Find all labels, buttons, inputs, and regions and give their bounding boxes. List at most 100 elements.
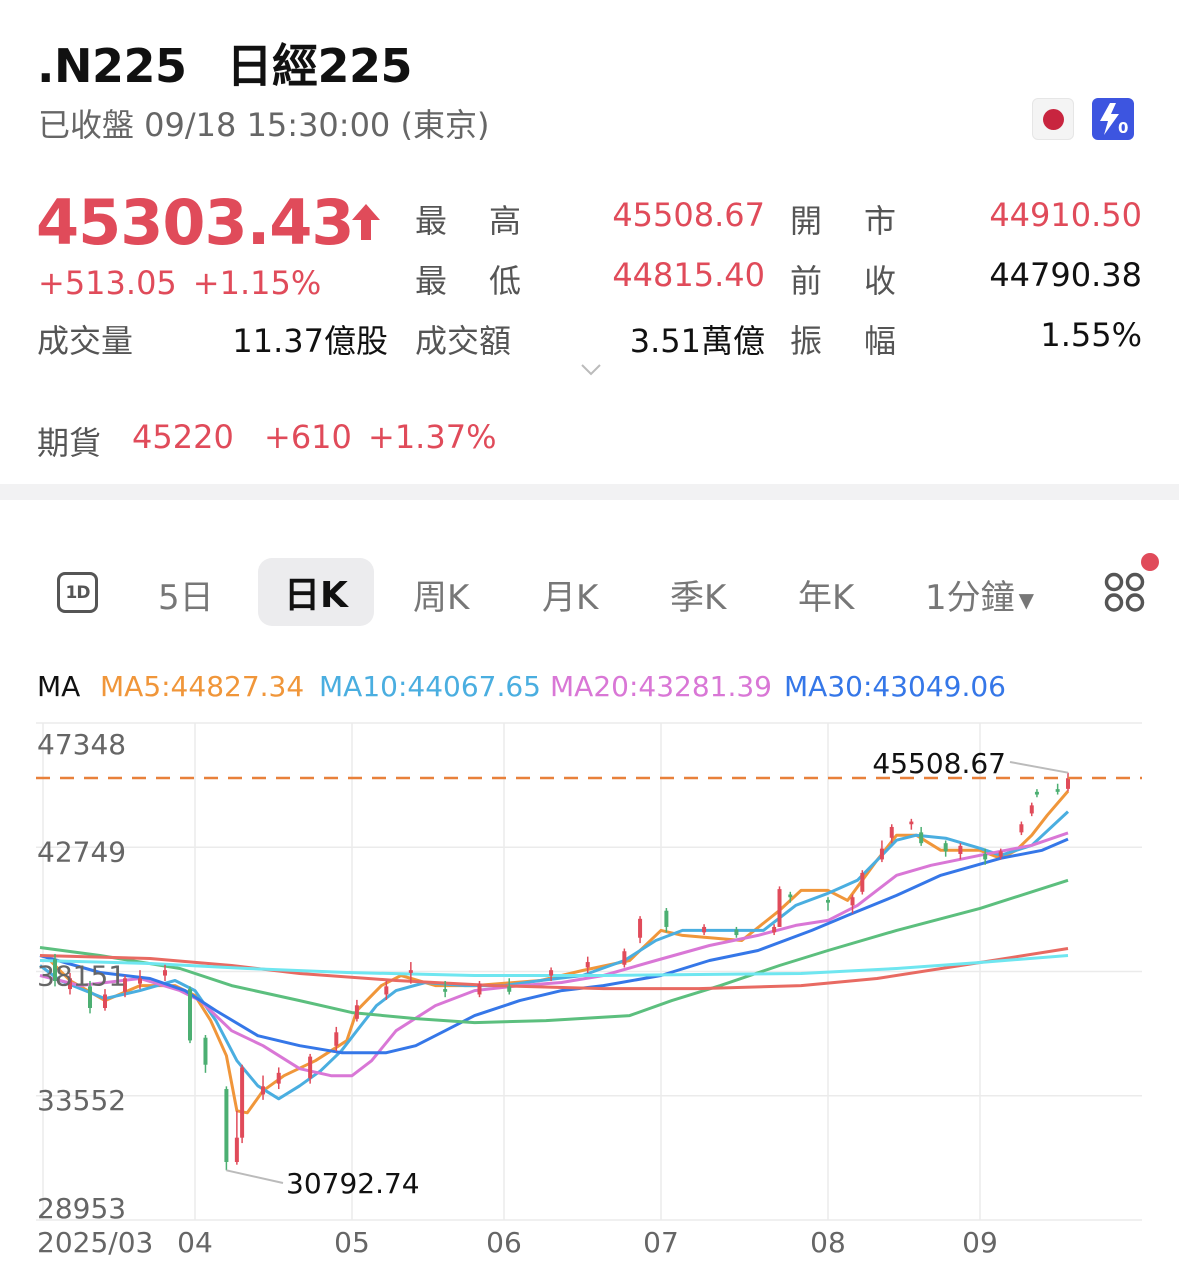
ma20-line: [39, 831, 1069, 1078]
candle-body: [772, 926, 777, 933]
prev-close-value: 44790.38: [989, 256, 1142, 294]
chart-settings-grid-icon[interactable]: [1104, 572, 1146, 618]
candle-body: [507, 986, 512, 992]
high-leader-line: [1009, 761, 1069, 774]
candle-body: [477, 983, 482, 995]
notification-dot: [1141, 553, 1159, 571]
change-value: +513.05: [38, 264, 177, 302]
turnover-label: 成交額: [415, 322, 512, 360]
moving-average-line: [39, 878, 1069, 1025]
ma5-legend: MA5:44827.34: [100, 670, 305, 703]
candle-body: [443, 989, 448, 992]
candle-body: [860, 872, 865, 892]
candle-body: [777, 889, 782, 927]
high-value: 45508.67: [612, 196, 765, 234]
candle-body: [240, 1067, 245, 1138]
y-tick-label: 28953: [37, 1192, 126, 1225]
open-label: 開市: [790, 202, 896, 240]
candlestick-chart[interactable]: 45508.67 30792.74 47348 42749 38151 33552 289…: [0, 700, 1179, 1283]
tab-quarterly-k[interactable]: 季K: [670, 578, 727, 618]
candle-body: [334, 1032, 339, 1046]
candle-body: [622, 951, 627, 965]
futures-price: 45220: [132, 418, 234, 456]
x-tick-label: 07: [643, 1226, 679, 1259]
candle-body: [879, 848, 884, 860]
candle-body: [188, 989, 192, 1041]
page-title: .N225 日經225: [37, 30, 413, 96]
candle-body: [138, 978, 142, 984]
high-price-label: 45508.67: [872, 747, 1006, 780]
last-price: 45303.43: [36, 186, 355, 259]
candle-body: [983, 853, 988, 860]
section-divider: [0, 484, 1179, 500]
svg-text:0: 0: [1118, 119, 1128, 137]
market-status: 已收盤 09/18 15:30:00 (東京): [38, 106, 490, 144]
chevron-down-icon[interactable]: [580, 362, 602, 382]
candle-body: [919, 832, 924, 844]
open-value: 44910.50: [989, 196, 1142, 234]
candle-body: [1034, 791, 1039, 795]
candle-body: [308, 1056, 313, 1079]
candle-body: [88, 986, 92, 1008]
dropdown-label: 1分鐘: [925, 578, 1015, 618]
ma30-line: [39, 837, 1069, 1055]
candle-body: [224, 1089, 229, 1162]
caret-down-icon: ▼: [1018, 587, 1035, 612]
candle-body: [1029, 805, 1034, 814]
candle-body: [958, 845, 963, 854]
futures-label: 期貨: [37, 424, 102, 462]
candle-body: [702, 926, 707, 933]
symbol: .N225: [37, 39, 187, 93]
candle-body: [549, 970, 554, 976]
tab-intraday-1d[interactable]: 1D: [57, 572, 98, 613]
ma20-legend: MA20:43281.39: [550, 670, 772, 703]
candle-body: [408, 970, 413, 973]
candle-body: [943, 843, 948, 852]
x-tick-label: 04: [177, 1226, 213, 1259]
volume-label: 成交量: [37, 322, 134, 360]
candle-body: [889, 826, 894, 838]
candle-body: [53, 959, 57, 981]
low-leader-line: [226, 1169, 284, 1184]
candle-body: [354, 1005, 359, 1019]
index-name: 日經225: [226, 39, 413, 93]
candle-body: [850, 897, 855, 906]
turnover-value: 3.51萬億: [629, 322, 765, 360]
y-tick-label: 38151: [37, 960, 126, 993]
futures-change-percent: +1.37%: [368, 418, 497, 456]
candle-body: [203, 1037, 208, 1065]
tab-monthly-k[interactable]: 月K: [542, 578, 599, 618]
minute-interval-dropdown[interactable]: 1分鐘 ▼: [925, 570, 1034, 619]
x-tick-label: 09: [962, 1226, 998, 1259]
candle-body: [163, 970, 167, 976]
low-value: 44815.40: [612, 256, 765, 294]
tab-yearly-k[interactable]: 年K: [798, 578, 855, 618]
zero-commission-bolt-icon[interactable]: 0: [1092, 98, 1134, 140]
candle-body: [276, 1072, 281, 1084]
y-tick-label: 33552: [37, 1084, 126, 1117]
amplitude-label: 振幅: [790, 322, 896, 360]
price-change: +513.05 +1.15%: [38, 264, 321, 302]
candle-body: [103, 994, 107, 1008]
high-label: 最高: [415, 202, 521, 240]
ma10-legend: MA10:44067.65: [319, 670, 541, 703]
ma5-line: [48, 790, 1070, 1115]
x-tick-label: 05: [334, 1226, 370, 1259]
x-tick-label: 08: [810, 1226, 846, 1259]
moving-average-line: [39, 947, 1069, 991]
low-price-label: 30792.74: [286, 1167, 420, 1200]
tab-5-day[interactable]: 5日: [158, 578, 214, 618]
arrow-up-icon: [350, 202, 382, 246]
candle-body: [638, 918, 643, 938]
candle-body: [1019, 824, 1024, 833]
tab-weekly-k[interactable]: 周K: [413, 578, 470, 618]
tab-daily-k[interactable]: 日K: [258, 558, 374, 626]
candle-body: [1066, 778, 1070, 789]
candle-body: [826, 899, 830, 903]
volume-value: 11.37億股: [232, 322, 388, 360]
candle-body: [734, 929, 739, 936]
candle-body: [384, 986, 389, 995]
candle-body: [1055, 789, 1060, 792]
candle-body: [664, 910, 669, 927]
candle-body: [585, 962, 590, 968]
